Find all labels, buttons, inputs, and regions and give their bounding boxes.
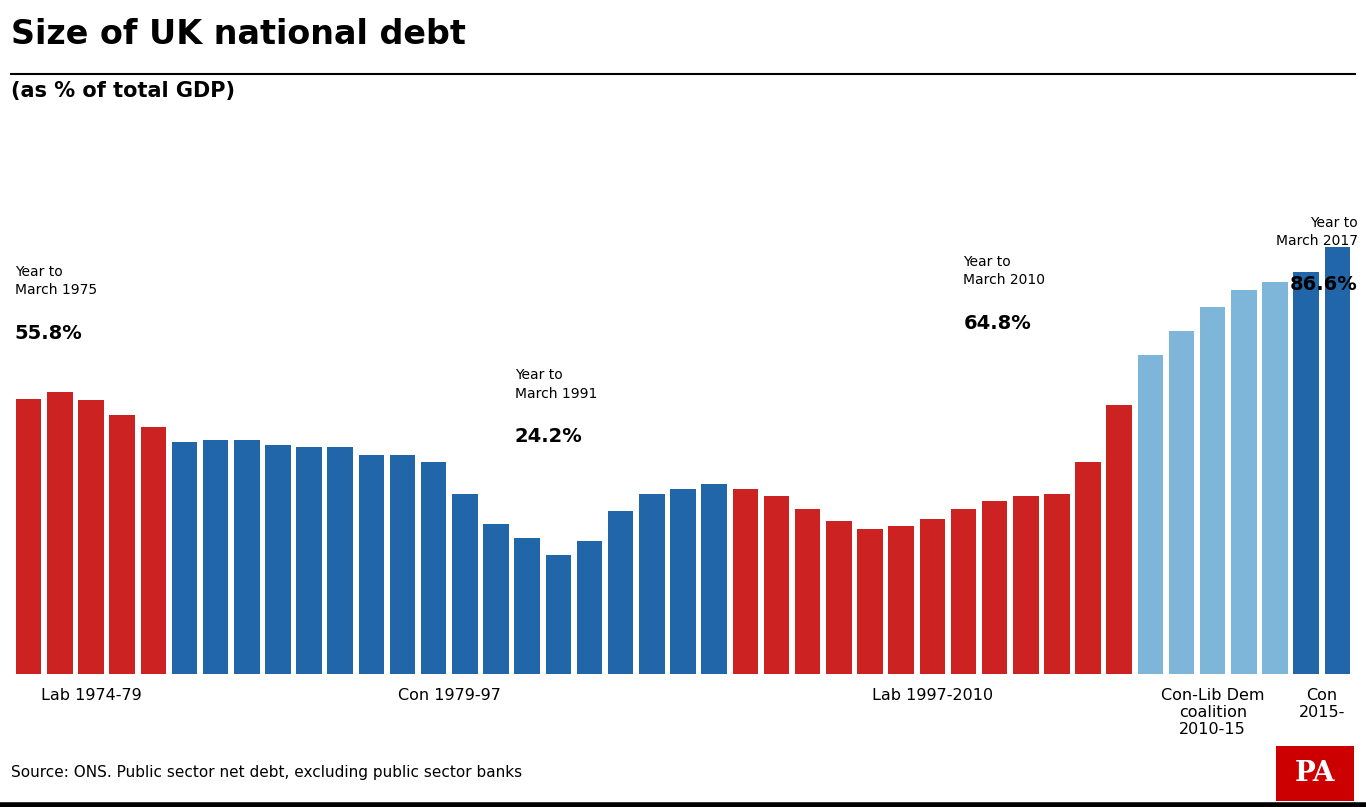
Bar xyxy=(109,415,135,674)
Bar xyxy=(576,541,602,674)
Bar xyxy=(265,445,291,674)
Bar xyxy=(328,447,352,674)
Bar xyxy=(452,494,478,674)
Text: Lab 1974-79: Lab 1974-79 xyxy=(41,688,141,703)
Bar xyxy=(515,538,540,674)
Text: 64.8%: 64.8% xyxy=(963,314,1031,333)
Bar xyxy=(46,391,72,674)
Text: Con 1979-97: Con 1979-97 xyxy=(398,688,501,703)
Bar xyxy=(671,489,695,674)
Bar xyxy=(202,440,228,674)
Bar xyxy=(172,442,197,674)
Text: 55.8%: 55.8% xyxy=(15,324,82,343)
Bar xyxy=(795,508,821,674)
Text: Year to
March 1991: Year to March 1991 xyxy=(515,368,597,401)
Bar xyxy=(1294,272,1320,674)
Text: 86.6%: 86.6% xyxy=(1290,274,1358,294)
Bar xyxy=(1106,405,1132,674)
Bar xyxy=(359,454,384,674)
Bar xyxy=(826,521,851,674)
Bar xyxy=(701,484,727,674)
Bar xyxy=(1075,462,1101,674)
Bar xyxy=(78,400,104,674)
Text: Year to
March 1975: Year to March 1975 xyxy=(15,265,97,297)
Bar xyxy=(1325,247,1350,674)
Bar xyxy=(1262,282,1288,674)
Text: (as % of total GDP): (as % of total GDP) xyxy=(11,81,235,101)
Bar xyxy=(888,526,914,674)
Bar xyxy=(858,529,882,674)
Text: Con-Lib Dem
coalition
2010-15: Con-Lib Dem coalition 2010-15 xyxy=(1161,688,1265,738)
Bar xyxy=(639,494,665,674)
Bar xyxy=(608,512,634,674)
Text: Con
2015-: Con 2015- xyxy=(1299,688,1346,720)
Bar xyxy=(732,489,758,674)
Text: Source: ONS. Public sector net debt, excluding public sector banks: Source: ONS. Public sector net debt, exc… xyxy=(11,765,522,780)
Text: 24.2%: 24.2% xyxy=(515,428,582,446)
Bar xyxy=(234,440,260,674)
Text: Year to
March 2010: Year to March 2010 xyxy=(963,255,1045,287)
Bar xyxy=(1044,494,1070,674)
Bar xyxy=(1169,332,1194,674)
Bar xyxy=(484,524,508,674)
Bar xyxy=(1138,354,1164,674)
Text: Lab 1997-2010: Lab 1997-2010 xyxy=(872,688,993,703)
Bar xyxy=(16,399,41,674)
Bar xyxy=(141,428,167,674)
Text: Size of UK national debt: Size of UK national debt xyxy=(11,18,466,51)
Text: Year to
March 2017: Year to March 2017 xyxy=(1276,215,1358,248)
Bar xyxy=(421,462,447,674)
Bar xyxy=(919,519,945,674)
Text: PA: PA xyxy=(1295,759,1335,787)
Bar xyxy=(296,447,322,674)
Bar xyxy=(764,496,790,674)
Bar xyxy=(1014,496,1038,674)
Bar xyxy=(389,454,415,674)
Bar xyxy=(1199,307,1225,674)
Bar xyxy=(982,501,1007,674)
Bar xyxy=(545,554,571,674)
Bar xyxy=(1231,290,1257,674)
Bar xyxy=(951,508,977,674)
